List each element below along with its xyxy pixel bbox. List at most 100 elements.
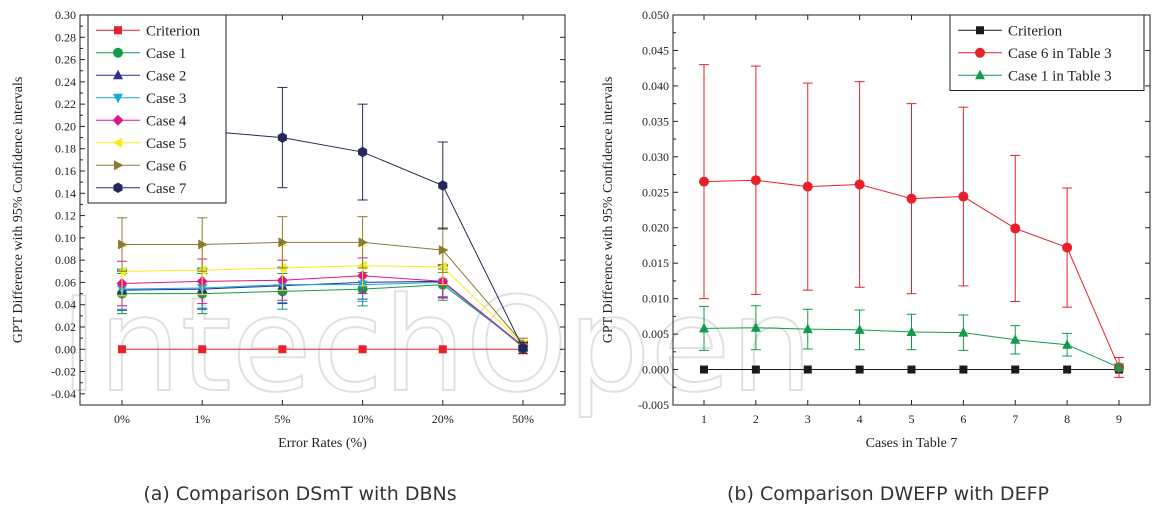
y-tick-label: 0.30	[55, 8, 76, 22]
data-point	[700, 365, 708, 374]
data-point	[907, 365, 916, 374]
data-point	[358, 345, 367, 354]
y-tick-label: 0.12	[55, 209, 76, 223]
data-point	[802, 181, 813, 192]
y-tick-label: 0.14	[55, 186, 76, 200]
y-tick-label: 0.06	[55, 275, 76, 289]
legend-marker	[112, 114, 124, 126]
data-point	[959, 365, 968, 374]
data-point	[277, 132, 287, 143]
data-point	[198, 239, 208, 250]
x-tick-label: 6	[960, 412, 966, 426]
data-point	[751, 365, 760, 374]
legend-label: Case 2	[146, 68, 186, 84]
data-point	[1011, 365, 1020, 374]
y-tick-label: 0.26	[55, 53, 76, 67]
legend-marker	[975, 69, 985, 80]
y-tick-label: 0.010	[642, 292, 669, 306]
y-tick-label: -0.04	[51, 387, 76, 401]
data-point	[802, 323, 813, 334]
legend-label: Case 3	[146, 91, 186, 107]
y-tick-label: 0.24	[55, 75, 76, 89]
data-point	[518, 342, 528, 354]
legend-label: Case 6 in Table 3	[1008, 46, 1112, 62]
y-tick-label: 0.10	[55, 231, 76, 245]
y-axis-title: GPT Difference with 95% Confidence inter…	[11, 77, 26, 344]
legend-label: Case 1 in Table 3	[1008, 68, 1112, 84]
data-point	[438, 345, 447, 354]
data-point	[699, 176, 709, 187]
legend-marker	[113, 93, 123, 104]
data-point	[855, 365, 864, 374]
x-tick-label: 0%	[114, 412, 130, 426]
data-point	[118, 239, 128, 250]
y-axis-title: GPT Difference with 95% Confidence inter…	[601, 77, 616, 344]
series-line	[121, 275, 524, 347]
data-point	[750, 322, 761, 332]
x-tick-label: 2	[753, 412, 759, 426]
chart-b: -0.005 0.000 0.005 0.010 0.015 0.020 0.025 0.03…	[601, 8, 1151, 451]
data-point	[750, 175, 761, 186]
data-point	[1062, 339, 1073, 349]
x-tick-label: 20%	[432, 412, 454, 426]
legend-marker	[114, 26, 122, 35]
series-line	[122, 284, 524, 347]
legend-box	[87, 14, 227, 204]
x-tick-label: 4	[857, 412, 863, 426]
series-line	[121, 265, 524, 346]
x-tick-label: 1%	[194, 412, 210, 426]
x-tick-label: 7	[1012, 412, 1018, 426]
data-point	[278, 237, 288, 248]
y-tick-label: 0.02	[55, 320, 76, 334]
legend-marker	[113, 182, 123, 193]
legend-marker	[112, 137, 122, 148]
x-tick-label: 5%	[274, 412, 290, 426]
y-tick-label: 0.035	[642, 114, 669, 128]
legend-label: Case 5	[146, 136, 186, 152]
data-point	[1010, 223, 1021, 234]
x-axis-title: Cases in Table 7	[866, 436, 958, 451]
y-tick-label: 0.08	[55, 253, 76, 267]
caption-a: (a) Comparison DSmT with DBNs	[143, 483, 456, 505]
caption-b: (b) Comparison DWEFP with DEFP	[727, 483, 1049, 505]
data-point	[1062, 242, 1073, 253]
legend: Criterion Case 1 Case 2 Case 3 Case 4 Case 5 C…	[87, 14, 227, 204]
series-line	[121, 281, 524, 348]
x-tick-label: 5	[909, 412, 915, 426]
chart-a: -0.04 -0.02 0.00 0.02 0.04 0.06 0.08 0.10 0.12 0.…	[11, 8, 566, 451]
y-tick-label: 0.18	[55, 142, 76, 156]
x-tick-label: 50%	[512, 412, 534, 426]
y-tick-label: 0.00	[55, 342, 76, 356]
legend-label: Case 7	[146, 181, 187, 197]
legend: Criterion Case 6 in Table 3 Case 1 in Tabl…	[949, 14, 1145, 91]
y-tick-label: 0.050	[642, 8, 669, 22]
data-point	[854, 324, 865, 334]
y-tick-label: 0.020	[642, 221, 669, 235]
y-tick-label: 0.045	[642, 43, 669, 57]
series-line	[122, 241, 524, 345]
y-tick-label: 0.025	[642, 185, 669, 199]
data-point	[803, 365, 812, 374]
y-tick-label: 0.030	[642, 150, 669, 164]
data-point	[1063, 365, 1072, 374]
legend-marker	[113, 69, 123, 80]
legend-label: Criterion	[146, 23, 201, 39]
y-tick-label: 0.015	[642, 256, 669, 270]
data-point	[1114, 361, 1124, 372]
data-point	[699, 322, 709, 333]
data-point	[437, 261, 447, 272]
plot-frame	[79, 14, 566, 406]
data-point	[198, 345, 207, 354]
series-case-1-in-table-3	[699, 305, 1124, 372]
x-tick-label: 1	[701, 412, 707, 426]
data-point	[438, 245, 449, 256]
data-point	[1010, 334, 1021, 344]
data-point	[958, 327, 969, 337]
legend-marker	[114, 160, 124, 171]
series-case-6-in-table-3	[699, 64, 1124, 378]
legend-label: Case 4	[146, 113, 187, 129]
x-tick-label: 9	[1116, 412, 1122, 426]
y-tick-label: 0.20	[55, 119, 76, 133]
y-tick-label: -0.02	[51, 365, 76, 379]
